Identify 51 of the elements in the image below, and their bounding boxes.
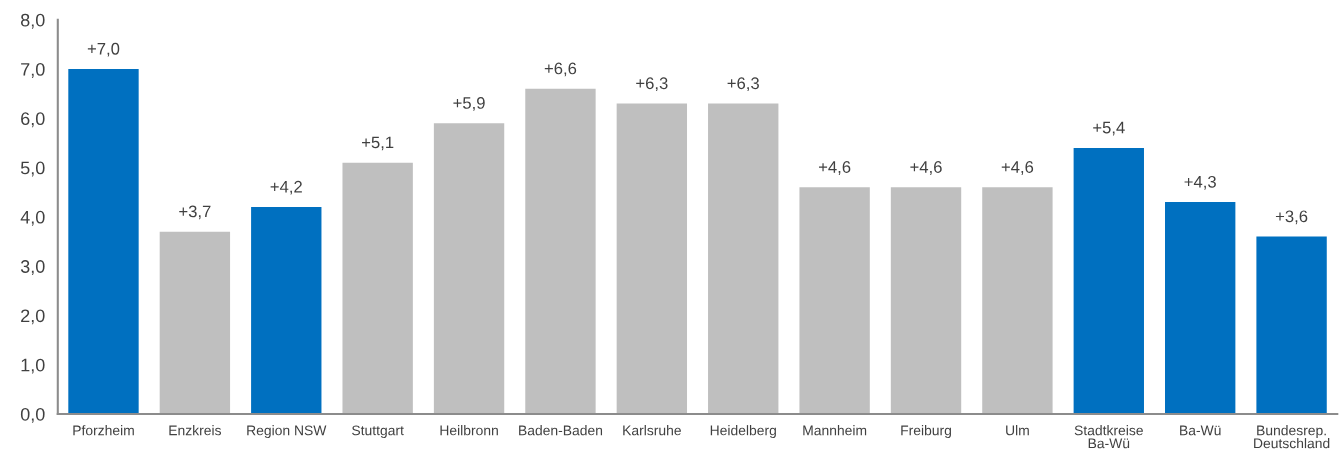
data-label: +7,0	[87, 42, 120, 57]
bar	[708, 103, 779, 414]
x-tick-label: Region NSW	[247, 425, 327, 439]
data-label: +5,9	[453, 97, 485, 111]
y-tick-label: 0,0	[20, 407, 45, 423]
x-tick-label: Stuttgart	[352, 425, 404, 439]
x-tick-label: Stadtkreise Ba-Wü	[1074, 425, 1143, 449]
x-tick-label: Heilbronn	[440, 425, 498, 436]
data-label: +5,4	[1093, 121, 1125, 136]
data-label: +4,2	[270, 180, 302, 195]
data-label: +5,1	[362, 136, 394, 151]
bar	[1165, 202, 1236, 414]
bar	[890, 187, 962, 414]
bar	[251, 207, 322, 414]
data-label: +4,6	[910, 161, 942, 175]
x-tick-label: Enzkreis	[169, 425, 222, 436]
bar	[159, 231, 231, 414]
data-label: +4,3	[1184, 175, 1216, 190]
bar	[616, 103, 688, 414]
data-label: +3,7	[179, 205, 211, 220]
data-label: +3,6	[1275, 210, 1308, 225]
y-tick-label: 3,0	[20, 260, 45, 276]
x-tick-label: Bundesrep. Deutschland	[1254, 425, 1330, 449]
bar	[525, 88, 596, 414]
y-tick-label: 2,0	[21, 309, 45, 325]
bar	[1073, 147, 1144, 414]
x-tick-label: Pforzheim	[73, 425, 134, 436]
data-label: +6,3	[727, 77, 759, 92]
bar	[982, 187, 1053, 414]
data-label: +4,6	[1001, 161, 1034, 175]
x-tick-label: Ba-Wü	[1180, 425, 1221, 436]
y-tick-label: 4,0	[20, 210, 45, 226]
x-tick-label: Heidelberg	[710, 425, 776, 439]
x-tick-label: Mannheim	[803, 425, 867, 436]
data-label: +6,3	[636, 77, 668, 92]
y-tick-label: 5,0	[20, 161, 45, 177]
data-label: +4,6	[818, 161, 851, 175]
x-tick-label: Ulm	[1006, 425, 1029, 436]
x-tick-label: Baden-Baden	[519, 425, 603, 436]
y-tick-label: 7,0	[21, 62, 45, 78]
bar	[799, 187, 870, 414]
data-label: +6,6	[544, 62, 577, 77]
bar	[1256, 236, 1327, 414]
y-tick-label: 1,0	[21, 358, 45, 374]
x-tick-label: Freiburg	[901, 425, 951, 439]
bar	[68, 69, 139, 414]
y-tick-label: 6,0	[21, 112, 45, 128]
x-tick-label: Karlsruhe	[623, 425, 681, 436]
bar	[433, 123, 505, 414]
y-tick-label: 8,0	[20, 13, 45, 29]
bar	[342, 162, 413, 414]
